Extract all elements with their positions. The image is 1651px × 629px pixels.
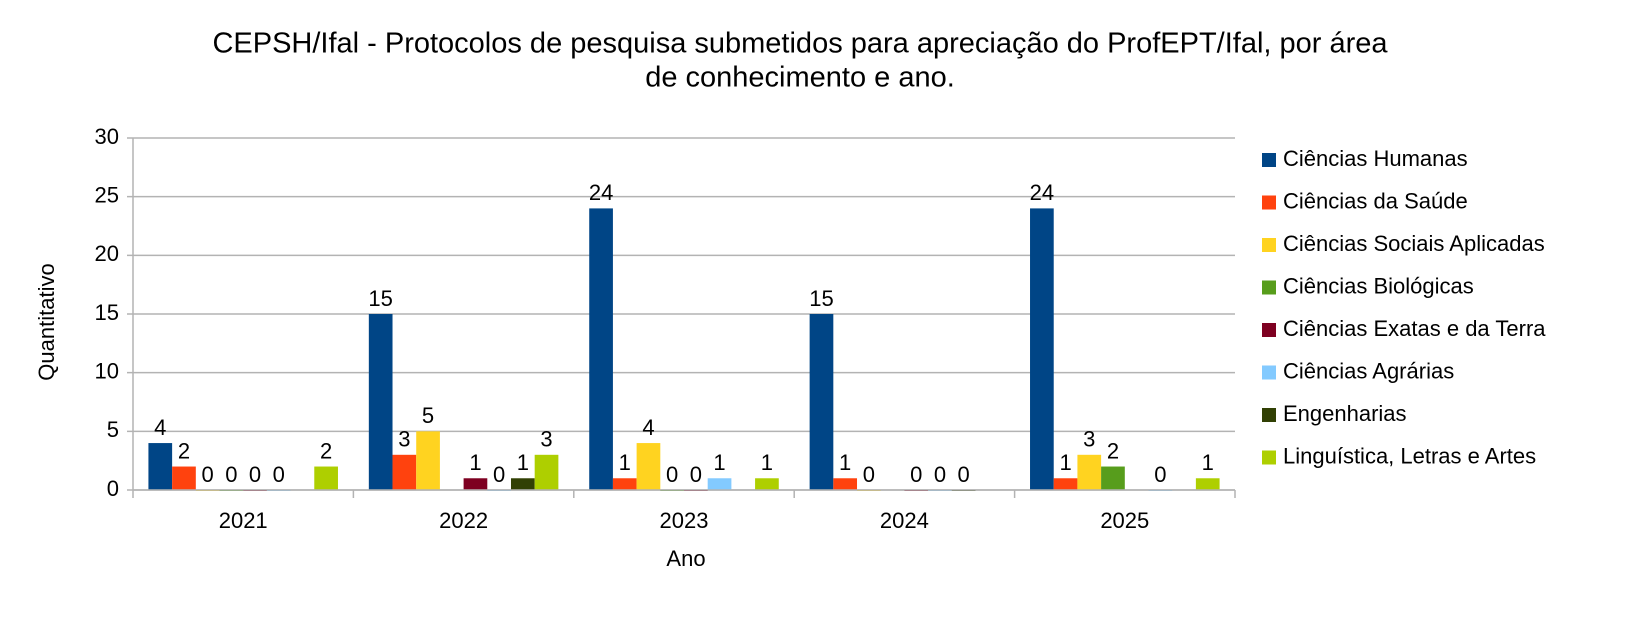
data-label: 1 [619, 450, 631, 475]
bar [510, 478, 535, 490]
x-axis-label: Ano [666, 546, 705, 571]
legend-swatch [1262, 365, 1276, 380]
data-label: 1 [517, 450, 529, 475]
data-label: 3 [540, 427, 552, 452]
data-label: 1 [839, 450, 851, 475]
data-label: 2 [178, 438, 190, 463]
bar [534, 454, 559, 490]
data-label: 0 [958, 462, 970, 487]
bar [809, 314, 834, 490]
data-label: 0 [225, 462, 237, 487]
x-tick-label: 2021 [219, 508, 268, 533]
bar [1053, 478, 1078, 490]
chart-subtitle: de conhecimento e ano. [645, 62, 955, 94]
bar [148, 443, 173, 490]
data-label: 1 [713, 450, 725, 475]
data-label: 0 [249, 462, 261, 487]
y-axis-label: Quantitativo [34, 263, 59, 380]
bar [1195, 478, 1220, 490]
bar [392, 454, 417, 490]
data-label: 1 [1059, 450, 1071, 475]
legend-swatch [1262, 408, 1276, 422]
data-label: 3 [398, 427, 410, 452]
bar [368, 314, 393, 490]
bar [707, 478, 732, 490]
legend-label: Linguística, Letras e Artes [1283, 443, 1536, 468]
data-label: 0 [863, 462, 875, 487]
bar [612, 478, 637, 490]
x-tick-label: 2025 [1100, 508, 1149, 533]
data-label: 0 [690, 462, 702, 487]
data-label: 0 [910, 462, 922, 487]
bar [463, 478, 488, 490]
x-tick-label: 2023 [660, 508, 709, 533]
data-label: 0 [202, 462, 214, 487]
data-label: 0 [493, 462, 505, 487]
legend-label: Engenharias [1283, 401, 1407, 426]
legend-swatch [1262, 195, 1276, 210]
data-label: 3 [1083, 427, 1095, 452]
data-label: 2 [320, 438, 332, 463]
bar [314, 466, 338, 490]
bar [833, 478, 858, 490]
y-tick-label: 25 [95, 182, 119, 207]
x-tick-label: 2022 [439, 508, 488, 533]
data-label: 0 [1154, 462, 1166, 487]
data-label: 24 [589, 180, 613, 205]
legend-swatch [1262, 450, 1276, 465]
y-tick-label: 20 [95, 241, 119, 266]
chart-title: CEPSH/Ifal - Protocolos de pesquisa subm… [212, 28, 1388, 60]
bar [1077, 454, 1102, 490]
legend-label: Ciências Sociais Aplicadas [1283, 231, 1545, 256]
y-tick-label: 0 [107, 476, 119, 501]
data-label: 5 [422, 403, 434, 428]
legend-label: Ciências Exatas e da Terra [1283, 316, 1546, 341]
data-label: 4 [642, 415, 654, 440]
legend-swatch [1262, 153, 1276, 167]
data-label: 24 [1030, 180, 1054, 205]
bar [172, 466, 196, 490]
bar [1030, 208, 1054, 490]
bar [636, 443, 661, 490]
y-tick-label: 30 [95, 124, 119, 149]
legend-label: Ciências Biológicas [1283, 273, 1474, 298]
bar [1101, 466, 1125, 490]
data-label: 0 [273, 462, 285, 487]
y-tick-label: 5 [107, 417, 119, 442]
legend-label: Ciências Humanas [1283, 146, 1468, 171]
data-label: 0 [666, 462, 678, 487]
data-label: 0 [934, 462, 946, 487]
x-tick-label: 2024 [880, 508, 929, 533]
bar [755, 478, 779, 490]
legend-swatch [1262, 238, 1276, 252]
y-tick-label: 10 [95, 358, 119, 383]
data-label: 1 [469, 450, 481, 475]
data-label: 4 [154, 415, 166, 440]
bar [416, 431, 440, 490]
data-label: 15 [368, 286, 392, 311]
data-label: 1 [761, 450, 773, 475]
data-label: 1 [1202, 450, 1214, 475]
legend-label: Ciências da Saúde [1283, 188, 1468, 213]
bar [589, 208, 613, 490]
legend-swatch [1262, 323, 1276, 337]
legend-label: Ciências Agrárias [1283, 358, 1454, 383]
data-label: 15 [809, 286, 833, 311]
y-tick-label: 15 [95, 300, 119, 325]
legend-swatch [1262, 280, 1276, 295]
data-label: 2 [1107, 438, 1119, 463]
